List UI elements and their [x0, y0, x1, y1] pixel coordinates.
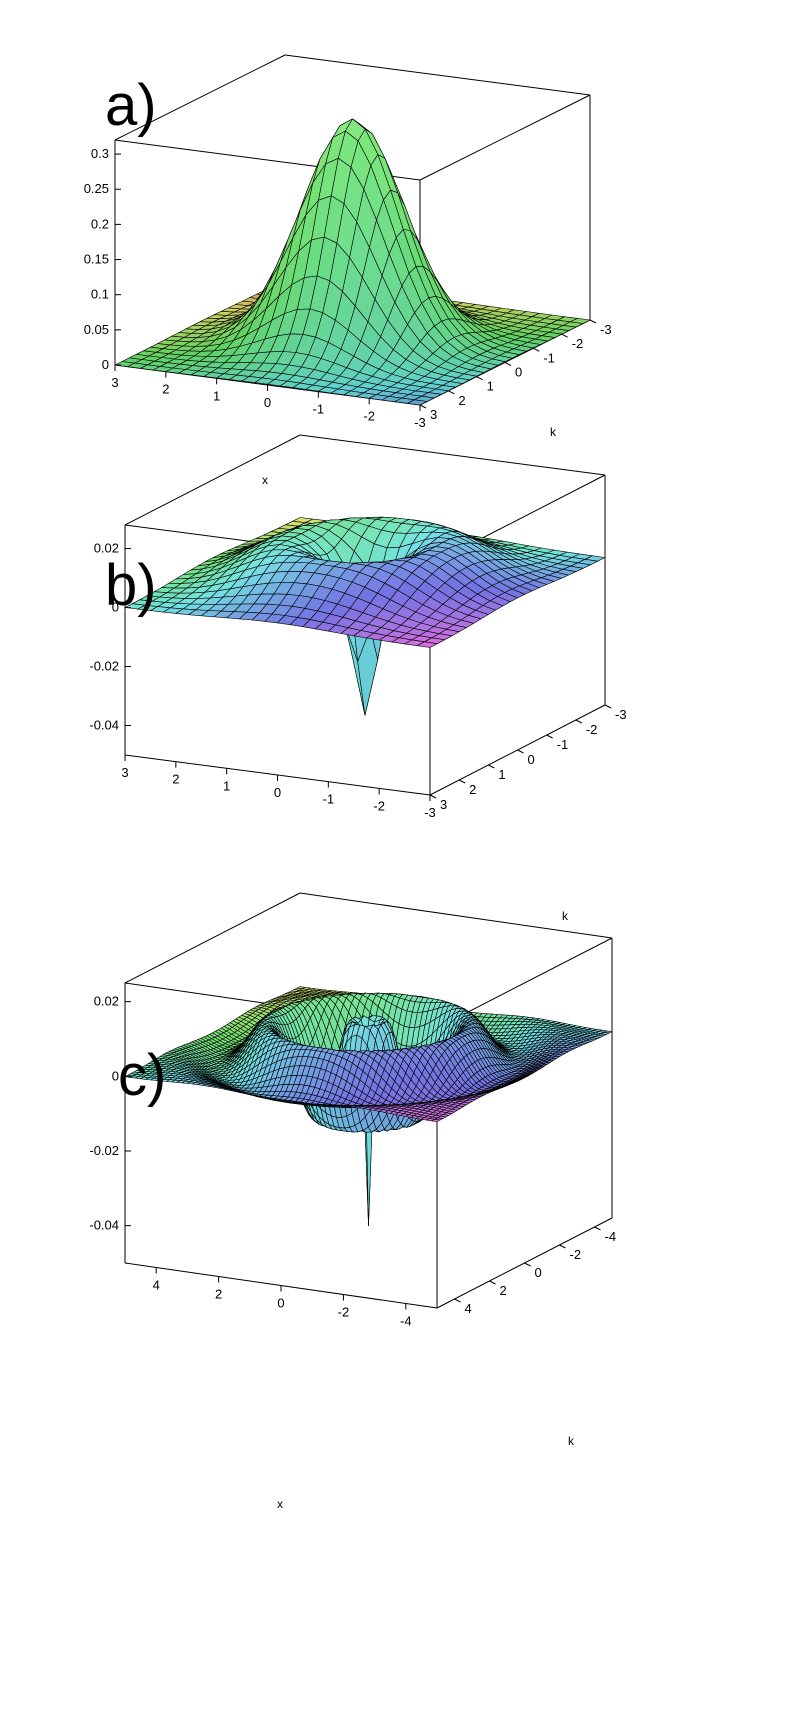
x-axis-label: x [262, 473, 268, 487]
surface-mesh [114, 118, 591, 406]
box-edge [299, 434, 606, 476]
z-tick-label: 0.3 [91, 146, 109, 161]
k-tick [419, 404, 427, 409]
mesh-cell [417, 641, 438, 648]
z-tick-label: 0.2 [91, 216, 109, 231]
x-tick-label: -2 [363, 408, 375, 423]
x-tick-label: -2 [338, 1305, 350, 1320]
panel-label: c) [118, 1043, 166, 1108]
z-tick-label: 0 [112, 600, 119, 615]
z-tick-label: -0.02 [89, 1143, 119, 1158]
k-tick-label: -2 [586, 722, 598, 737]
z-tick-label: -0.04 [89, 718, 119, 733]
k-tick-label: -3 [615, 707, 627, 722]
k-axis-label: k [562, 909, 569, 923]
x-tick-label: 0 [264, 395, 271, 410]
k-axis-label: k [550, 425, 557, 439]
z-tick-label: -0.02 [89, 659, 119, 674]
k-tick [476, 376, 483, 381]
x-tick-label: -1 [313, 402, 325, 417]
k-tick [504, 362, 512, 366]
k-tick [604, 704, 612, 709]
k-tick [594, 1226, 601, 1231]
k-tick-label: 1 [487, 379, 494, 394]
k-tick [429, 794, 437, 799]
x-tick-label: 2 [172, 772, 179, 787]
k-tick-label: 0 [535, 1265, 542, 1280]
z-tick-label: -0.04 [89, 1218, 119, 1233]
z-tick-label: 0.25 [84, 181, 109, 196]
x-tick-label: 0 [277, 1296, 284, 1311]
k-tick [575, 719, 583, 724]
k-tick-label: 2 [469, 782, 476, 797]
x-tick-label: 1 [223, 778, 230, 793]
k-tick [561, 333, 568, 338]
x-tick-label: -4 [400, 1314, 412, 1329]
x-tick-label: -3 [414, 415, 426, 430]
x-axis-label: x [277, 1497, 283, 1511]
surface-mesh [124, 986, 613, 1226]
k-tick [448, 390, 455, 395]
k-tick [517, 749, 524, 754]
k-tick-label: 3 [430, 407, 437, 422]
box-edge [284, 54, 591, 96]
box-edge [124, 434, 301, 526]
z-tick-label: 0.1 [91, 287, 109, 302]
z-tick-label: 0.05 [84, 322, 109, 337]
k-tick [454, 1298, 461, 1303]
k-tick [458, 779, 466, 784]
surface-mesh [124, 516, 606, 716]
box-edge [299, 892, 613, 939]
k-tick-label: 0 [515, 365, 522, 380]
k-tick-label: 3 [440, 797, 447, 812]
x-tick-label: 0 [274, 785, 281, 800]
k-tick-label: 0 [528, 752, 535, 767]
x-tick-label: 2 [162, 382, 169, 397]
k-tick-label: -1 [543, 350, 555, 365]
z-tick-label: 0 [102, 357, 109, 372]
k-tick [489, 1280, 496, 1285]
k-tick [488, 764, 495, 769]
k-tick-label: 4 [465, 1301, 472, 1316]
k-tick [533, 347, 540, 352]
z-tick-label: 0.02 [94, 994, 119, 1009]
box-edge [419, 94, 591, 181]
k-tick-label: 2 [500, 1283, 507, 1298]
surface-panel-b: 0.02 0 -0.02 -0.04 3 2 1 0 -1 -2 -3 -3 -2 -1 0 1 2 3 k b) [89, 434, 627, 923]
k-axis-label: k [568, 1434, 575, 1448]
x-tick-label: 3 [111, 375, 118, 390]
box-edge [124, 892, 301, 984]
z-tick-label: 0.15 [84, 252, 109, 267]
panel-label: b) [105, 553, 157, 618]
k-tick-label: -2 [570, 1247, 582, 1262]
k-tick-label: 2 [458, 393, 465, 408]
surface-panel-a: 0 0.05 0.1 0.15 0.2 0.25 0.3 3 2 1 0 -1 -2 -3 -3 -2 -1 0 1… [84, 54, 612, 487]
k-tick-label: -4 [605, 1229, 617, 1244]
k-tick-label: -3 [600, 322, 612, 337]
k-tick [524, 1262, 531, 1267]
k-tick [559, 1244, 566, 1249]
x-tick-label: -2 [373, 798, 385, 813]
x-tick-label: 1 [213, 388, 220, 403]
k-tick-label: -2 [572, 336, 584, 351]
panel-label: a) [105, 73, 157, 138]
x-tick-label: 2 [215, 1287, 222, 1302]
k-tick [589, 319, 597, 324]
box-edge [114, 54, 286, 141]
x-tick-label: -3 [424, 805, 436, 820]
x-tick-label: 4 [153, 1278, 160, 1293]
k-tick-label: 1 [498, 767, 505, 782]
k-tick-label: -1 [557, 737, 569, 752]
mesh-cell [407, 399, 428, 406]
x-tick-label: -1 [323, 792, 335, 807]
x-tick-label: 3 [121, 765, 128, 780]
z-tick-label: 0.02 [94, 541, 119, 556]
k-tick [546, 734, 553, 739]
